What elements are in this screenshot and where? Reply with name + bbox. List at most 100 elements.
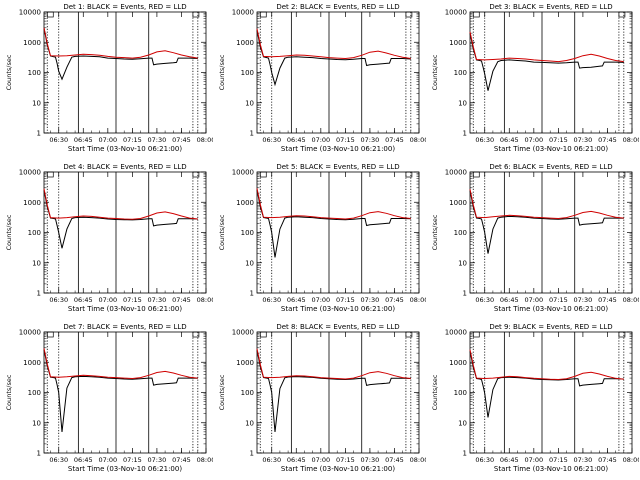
chart-title: Det 7: BLACK = Events, RED = LLD xyxy=(63,323,186,331)
x-tick-label: 07:00 xyxy=(98,296,117,304)
x-tick-label: 07:30 xyxy=(148,136,167,144)
time-marker-flag xyxy=(46,331,54,338)
y-tick-label: 1000 xyxy=(236,359,254,367)
plot-frame xyxy=(469,11,633,134)
chart-title: Det 6: BLACK = Events, RED = LLD xyxy=(489,163,612,171)
y-tick-label: 1 xyxy=(463,450,467,458)
y-tick-label: 10000 xyxy=(445,169,467,177)
series-events-line xyxy=(256,30,411,87)
x-tick-label: 07:00 xyxy=(311,296,330,304)
x-tick-label: 06:45 xyxy=(74,456,93,464)
x-tick-label: 07:00 xyxy=(98,136,117,144)
y-tick-label: 1000 xyxy=(236,199,254,207)
time-marker-flag xyxy=(192,171,200,178)
series-events-line xyxy=(469,32,624,91)
series-lld-line xyxy=(43,27,198,59)
time-marker-flag xyxy=(618,171,626,178)
series-events-line xyxy=(43,190,198,249)
x-tick-label: 08:00 xyxy=(623,296,639,304)
time-marker-flag xyxy=(46,171,54,178)
chart-svg: Det 6: BLACK = Events, RED = LLD 1 10 100 10… xyxy=(431,163,639,313)
detector-4-chart: Det 4: BLACK = Events, RED = LLD 1 10 100 10… xyxy=(0,160,213,320)
x-tick-label: 08:00 xyxy=(197,136,213,144)
y-tick-label: 100 xyxy=(241,229,254,237)
detector-5-chart: Det 5: BLACK = Events, RED = LLD 1 10 100 10… xyxy=(213,160,426,320)
time-marker-flag xyxy=(192,11,200,18)
series-lld-line xyxy=(256,348,411,380)
time-marker-flag xyxy=(618,331,626,338)
y-tick-label: 1 xyxy=(37,130,41,138)
x-tick-label: 07:15 xyxy=(123,296,142,304)
time-marker-flag xyxy=(618,11,626,18)
plot-frame xyxy=(43,171,207,294)
y-tick-label: 1000 xyxy=(23,39,41,47)
x-tick-label: 06:30 xyxy=(49,136,68,144)
y-tick-label: 10000 xyxy=(445,329,467,337)
series-lld-line xyxy=(469,31,624,63)
x-tick-label: 06:45 xyxy=(287,136,306,144)
chart-svg: Det 4: BLACK = Events, RED = LLD 1 10 100 10… xyxy=(5,163,213,313)
x-tick-label: 07:15 xyxy=(336,136,355,144)
x-tick-label: 06:45 xyxy=(500,296,519,304)
y-tick-label: 10 xyxy=(245,99,254,107)
x-tick-label: 06:45 xyxy=(74,296,93,304)
y-tick-label: 10000 xyxy=(232,169,254,177)
x-tick-label: 06:30 xyxy=(262,136,281,144)
x-axis-label: Start Time (03-Nov-10 06:21:00) xyxy=(494,305,608,313)
series-lld-line xyxy=(43,348,198,380)
chart-title: Det 5: BLACK = Events, RED = LLD xyxy=(276,163,399,171)
y-tick-label: 1 xyxy=(463,290,467,298)
x-tick-label: 07:30 xyxy=(361,296,380,304)
y-tick-label: 1 xyxy=(250,450,254,458)
y-tick-label: 10000 xyxy=(19,9,41,17)
x-tick-label: 07:00 xyxy=(524,136,543,144)
series-events-line xyxy=(43,27,198,81)
x-tick-label: 07:00 xyxy=(311,456,330,464)
x-tick-label: 07:30 xyxy=(148,456,167,464)
x-tick-label: 08:00 xyxy=(410,296,426,304)
y-tick-label: 1 xyxy=(463,130,467,138)
y-tick-label: 1000 xyxy=(449,359,467,367)
x-tick-label: 06:30 xyxy=(475,136,494,144)
x-tick-label: 07:00 xyxy=(98,456,117,464)
y-tick-label: 10000 xyxy=(445,9,467,17)
time-marker-flag xyxy=(192,331,200,338)
y-tick-label: 1 xyxy=(37,450,41,458)
plot-frame xyxy=(256,331,420,454)
y-tick-label: 10000 xyxy=(19,329,41,337)
y-tick-label: 10 xyxy=(245,259,254,267)
series-lld-line xyxy=(256,188,411,220)
y-axis-label: Counts/sec xyxy=(5,374,13,410)
detector-1-chart: Det 1: BLACK = Events, RED = LLD 1 10 100 10… xyxy=(0,0,213,160)
plot-frame xyxy=(469,171,633,294)
series-events-line xyxy=(469,190,624,254)
chart-svg: Det 2: BLACK = Events, RED = LLD 1 10 100 10… xyxy=(218,3,426,153)
y-axis-label: Counts/sec xyxy=(5,54,13,90)
series-events-line xyxy=(256,350,411,432)
x-tick-label: 07:45 xyxy=(172,296,191,304)
plot-frame xyxy=(256,171,420,294)
x-tick-label: 07:45 xyxy=(385,296,404,304)
y-tick-label: 10000 xyxy=(232,9,254,17)
y-tick-label: 100 xyxy=(454,229,467,237)
y-tick-label: 10 xyxy=(32,259,41,267)
y-tick-label: 100 xyxy=(28,69,41,77)
chart-title: Det 4: BLACK = Events, RED = LLD xyxy=(63,163,186,171)
y-tick-label: 1 xyxy=(37,290,41,298)
series-lld-line xyxy=(469,349,624,381)
x-tick-label: 06:45 xyxy=(287,456,306,464)
time-marker-flag xyxy=(259,331,267,338)
x-tick-label: 07:30 xyxy=(574,296,593,304)
detector-6-chart: Det 6: BLACK = Events, RED = LLD 1 10 100 10… xyxy=(426,160,639,320)
x-tick-label: 06:30 xyxy=(49,456,68,464)
x-tick-label: 06:45 xyxy=(500,136,519,144)
time-marker-flag xyxy=(472,171,480,178)
y-tick-label: 10000 xyxy=(232,329,254,337)
y-axis-label: Counts/sec xyxy=(431,374,439,410)
detector-2-chart: Det 2: BLACK = Events, RED = LLD 1 10 100 10… xyxy=(213,0,426,160)
y-tick-label: 10 xyxy=(458,259,467,267)
y-tick-label: 100 xyxy=(28,229,41,237)
x-tick-label: 08:00 xyxy=(197,296,213,304)
y-tick-label: 100 xyxy=(241,389,254,397)
x-tick-label: 07:45 xyxy=(385,456,404,464)
